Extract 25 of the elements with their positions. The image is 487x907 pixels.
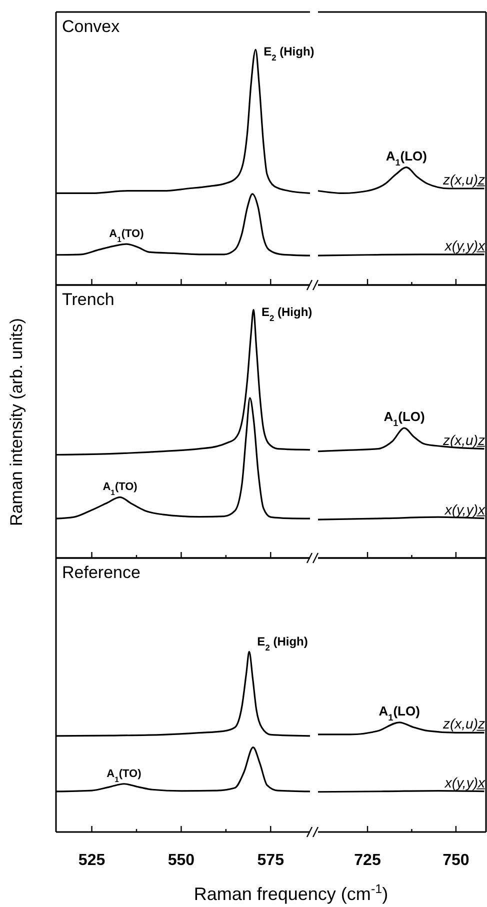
- series-label: x(y,y)x̲: [444, 237, 486, 254]
- y-axis-title: Raman intensity (arb. units): [7, 318, 26, 526]
- series-label: z(x,u)z̲: [442, 432, 486, 448]
- chart-title: Trench: [62, 290, 114, 309]
- annotation: A$_{1}$(TO): [109, 228, 144, 244]
- x-tick-label: 750: [442, 852, 470, 869]
- series-label: x(y,y)x̲: [444, 774, 486, 790]
- annotation: A$_{1}$(LO): [386, 148, 428, 168]
- x-axis-title: Raman frequency (cm$^{-1}$): [194, 882, 388, 904]
- annotation: E$_{2}$ (High): [257, 634, 308, 653]
- chart-title: Convex: [62, 17, 120, 36]
- series-label: x(y,y)x̲: [444, 501, 486, 518]
- annotation: E$_{2}$ (High): [264, 44, 314, 63]
- annotation: A$_{1}$(LO): [384, 409, 425, 428]
- annotation: A$_{1}$(TO): [106, 768, 142, 784]
- annotation: A$_{1}$(TO): [102, 481, 138, 497]
- series-label: z(x,u)z̲: [442, 172, 486, 188]
- annotation: A$_{1}$(LO): [378, 703, 420, 722]
- x-tick-label: 550: [168, 852, 195, 869]
- x-tick-label: 725: [354, 852, 381, 869]
- x-tick-label: 575: [257, 852, 284, 869]
- x-tick-label: 525: [78, 852, 106, 869]
- annotation: E$_{2}$ (High): [261, 304, 312, 323]
- series-label: z(x,u)z̲: [442, 716, 486, 732]
- chart-title: Reference: [62, 563, 140, 582]
